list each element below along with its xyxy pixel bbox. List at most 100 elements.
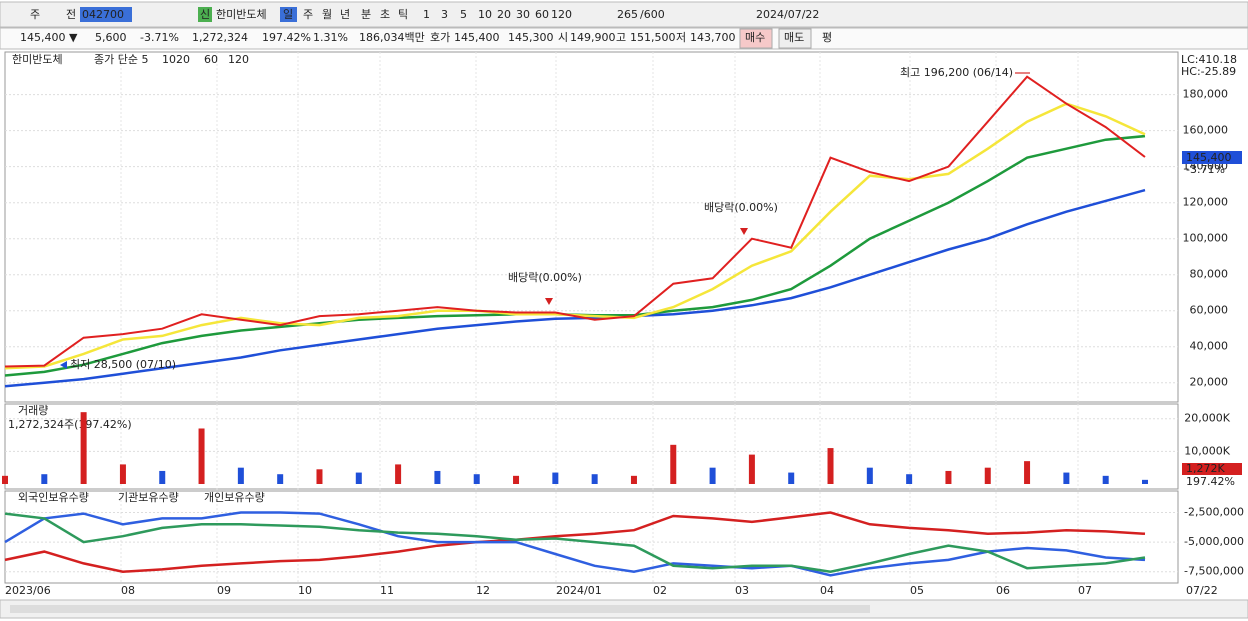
arrow [740,228,748,235]
toolbar-item[interactable]: 20 [497,8,511,21]
quote-item: 호가 [430,31,450,44]
toolbar-item[interactable]: 60 [535,8,549,21]
volume-bar [709,467,716,484]
legend-item: 10 [162,53,176,66]
y-tick-label: -2,500,000 [1184,505,1244,518]
quote-item: 5,600 [95,31,127,44]
volume-bar [119,464,126,484]
x-tick-label: 02 [653,584,667,597]
price-panel [4,51,1179,403]
toolbar-item[interactable]: 신 [200,8,210,21]
buy-button[interactable] [739,28,773,49]
legend-item: 외국인보유수량 [18,491,89,504]
quote-item: 143,700 [690,31,736,44]
y-tick-label: 40,000 [1190,340,1229,353]
volume-bar [827,448,834,484]
quote-item: -3.71% [140,31,179,44]
volume-bar [237,467,244,484]
code-highlight [80,7,132,22]
new-badge [198,7,212,22]
volume-bar [1024,461,1031,484]
last-change: -3.71% [1186,163,1225,176]
volume-bar [906,474,913,484]
scroll-track[interactable] [10,605,870,613]
legend-item: 한미반도체 [12,53,63,66]
volume-bar [945,470,952,484]
legend-item: 개인보유수량 [204,491,265,504]
quote-item: 145,300 [508,31,554,44]
volume-bar [1142,479,1148,484]
x-tick-label: 04 [820,584,834,597]
x-tick-label: 06 [996,584,1010,597]
volume-bar [395,464,402,484]
quote-item: 저 [676,31,686,44]
holding-line [4,511,1146,573]
toolbar-item[interactable]: 년 [340,8,350,21]
toolbar-item[interactable]: 분 [361,8,371,21]
toolbar-item[interactable]: 주 [30,8,40,21]
legend-item: 종가 단순 5 [94,53,148,66]
toolbar-item[interactable]: 초 [380,8,390,21]
volume-bar [2,475,8,484]
volume-tag [1182,463,1242,475]
volume-bar [1102,475,1109,484]
volume-bar [513,475,520,484]
corner-label: LC:410.18 [1181,53,1237,66]
quote-item: 149,900 [570,31,616,44]
y-tick-label: 20,000K [1184,412,1230,425]
legend-item: 거래량 [18,404,48,417]
quote-item: 145,400 ▼ [20,31,78,44]
toolbar-item[interactable]: 042700 [82,8,124,21]
toolbar-item[interactable]: 일 [283,7,293,21]
toolbar-item[interactable]: 전 [66,8,76,21]
volume-bar [159,470,166,484]
x-tick-label: 03 [735,584,749,597]
toolbar-item[interactable]: 한미반도체 [216,8,267,21]
toolbar-item[interactable]: 2024/07/22 [756,8,819,21]
x-tick-label: 07 [1078,584,1092,597]
toolbar-item[interactable]: 5 [460,8,467,21]
volume-bar [984,467,991,484]
volume-bar [591,474,598,484]
x-tick-label: 07/22 [1186,584,1218,597]
quote-item[interactable]: 매도 [784,31,804,44]
annotation: 배당락(0.00%) [704,201,778,214]
x-tick-label: 10 [298,584,312,597]
quote-item: 1.31% [313,31,348,44]
period-highlight [280,7,297,22]
volume-bar [866,467,873,484]
x-tick-label: 2023/06 [5,584,51,597]
legend-item: 20 [176,53,190,66]
quote-item: 시 [558,31,568,44]
x-tick-label: 05 [910,584,924,597]
y-tick-label: 180,000 [1183,88,1229,101]
y-tick-label: 10,000K [1184,444,1230,457]
x-tick-label: 2024/01 [556,584,602,597]
volume-bar [198,428,205,484]
toolbar-item[interactable]: 3 [441,8,448,21]
quote-item[interactable]: 매수 [745,31,765,44]
y-tick-label: 80,000 [1190,268,1229,281]
volume-bar [552,472,559,484]
x-tick-label: 09 [217,584,231,597]
quote-bar [0,27,1248,50]
ma-line [4,188,1146,388]
last-price: 145,400 [1186,151,1232,164]
toolbar-item[interactable]: 1 [423,8,430,21]
quote-item: 197.42% [262,31,311,44]
sell-button[interactable] [778,28,812,49]
toolbar-item[interactable]: 30 [516,8,530,21]
volume-bar [41,474,48,484]
toolbar-item[interactable]: 틱 [398,8,408,21]
toolbar-item[interactable]: 120 [551,8,572,21]
toolbar-item[interactable]: /600 [640,8,665,21]
annotation: 최저 28,500 (07/10) [70,358,176,371]
ma-line [4,75,1146,368]
toolbar-item[interactable]: 주 [303,8,313,21]
quote-item[interactable]: 평 [822,31,832,44]
toolbar-item[interactable]: 10 [478,8,492,21]
last-price-tag [1182,151,1242,164]
toolbar-item[interactable]: 월 [322,8,332,21]
toolbar-item[interactable]: 265 [617,8,638,21]
